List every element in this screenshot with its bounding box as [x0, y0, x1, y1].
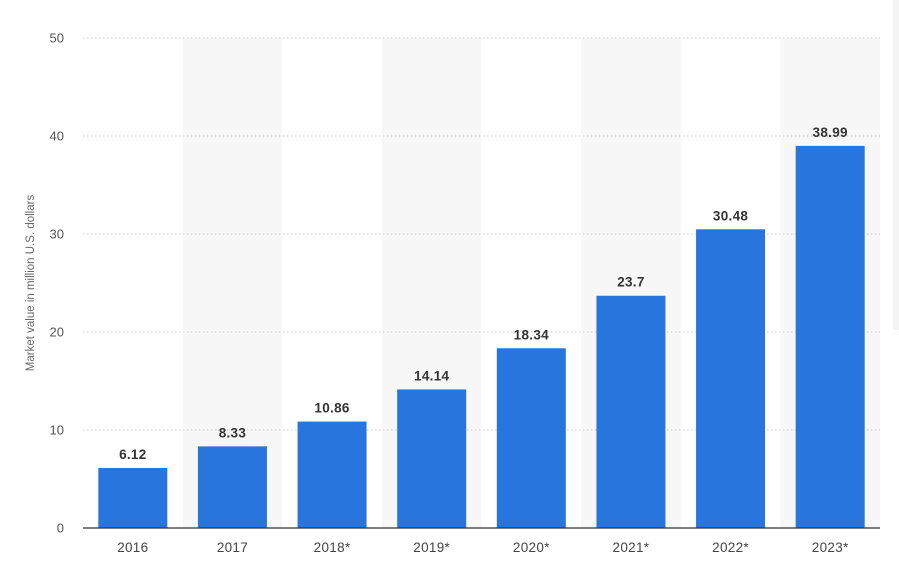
x-tick-label: 2019* [413, 540, 450, 555]
y-tick-label: 40 [50, 129, 64, 144]
y-tick-label: 30 [50, 227, 64, 242]
data-label: 10.86 [314, 401, 349, 416]
data-label: 6.12 [119, 447, 146, 462]
bar [297, 421, 367, 528]
y-tick-label: 20 [50, 325, 64, 340]
y-tick-label: 50 [50, 31, 64, 46]
x-axis-ticks: 2016 2017 2018* 2019* 2020* 2021* 2022* 2023* [117, 540, 849, 555]
bar [98, 468, 168, 528]
bar [696, 229, 766, 528]
x-tick-label: 2022* [712, 540, 749, 555]
data-label: 38.99 [813, 125, 848, 140]
data-label: 30.48 [713, 208, 748, 223]
bar [397, 389, 467, 528]
data-label: 23.7 [617, 275, 644, 290]
x-tick-label: 2021* [613, 540, 650, 555]
bar [795, 145, 865, 528]
bar [596, 295, 666, 528]
scrollbar-edge [893, 0, 899, 330]
y-axis-title: Market value in million U.S. dollars [25, 195, 37, 372]
data-labels: 6.12 8.33 10.86 14.14 18.34 23.7 30.48 38.99 [119, 125, 848, 462]
x-tick-label: 2017 [217, 540, 248, 555]
bars [98, 145, 865, 528]
data-label: 18.34 [514, 327, 549, 342]
bar [197, 446, 267, 528]
x-tick-label: 2020* [513, 540, 550, 555]
data-label: 14.14 [414, 368, 449, 383]
y-tick-label: 10 [50, 423, 64, 438]
data-label: 8.33 [219, 425, 247, 440]
x-tick-label: 2023* [812, 540, 849, 555]
y-axis-ticks: 0 10 20 30 40 50 [50, 31, 64, 536]
background-band [182, 38, 283, 528]
y-tick-label: 0 [57, 521, 64, 536]
x-tick-label: 2018* [314, 540, 351, 555]
x-tick-label: 2016 [117, 540, 148, 555]
bar [496, 348, 566, 528]
